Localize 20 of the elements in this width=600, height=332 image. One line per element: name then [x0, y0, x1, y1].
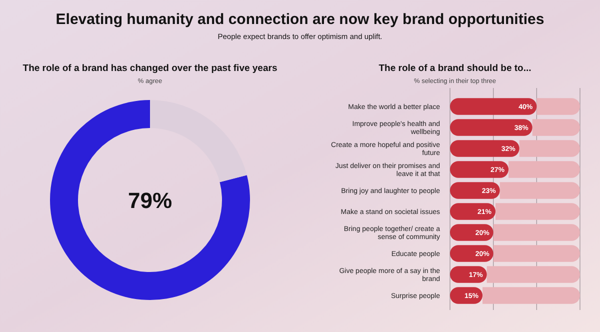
bar [486, 266, 580, 283]
bar [496, 203, 580, 220]
bar [493, 224, 580, 241]
bar [519, 140, 580, 157]
donut-slice [50, 100, 250, 300]
bar [508, 161, 580, 178]
bar [482, 287, 580, 304]
bar [536, 98, 580, 115]
bar [450, 140, 520, 157]
bar [450, 119, 532, 136]
chart-title: The role of a brand should be to... [378, 63, 532, 74]
bar [450, 161, 508, 178]
bar [450, 98, 537, 115]
bar [532, 119, 580, 136]
bar [500, 182, 580, 199]
text: Elevating humanity and connection are now key brand opportunities [56, 11, 544, 28]
bar [493, 245, 580, 262]
chart-title: The role of a brand has changed over the past five years [22, 63, 278, 74]
data-label: 79% [128, 188, 172, 213]
donut-slice [150, 100, 247, 182]
